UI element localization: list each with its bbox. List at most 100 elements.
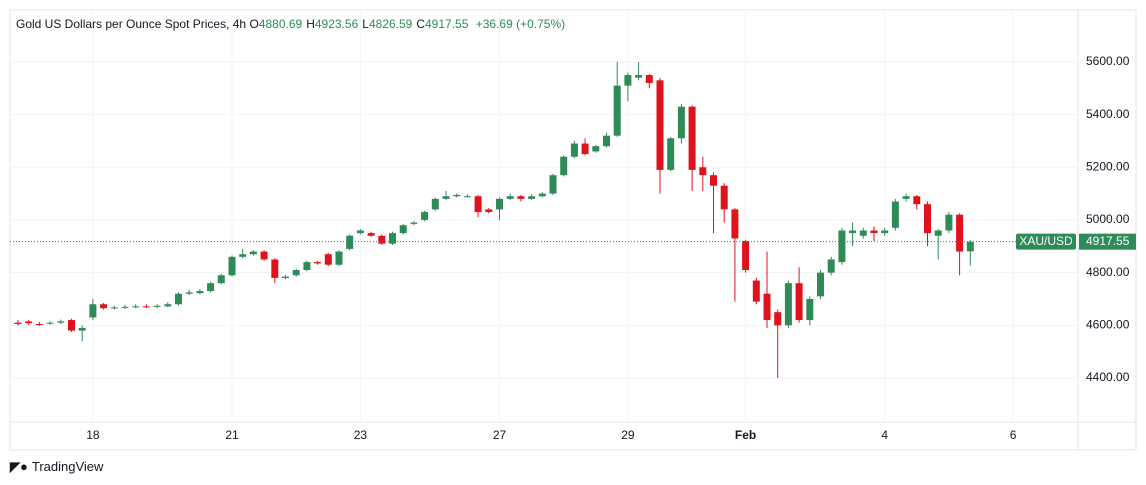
candle-body <box>282 276 289 278</box>
candle-body <box>14 322 22 325</box>
ohlc-key: C <box>416 17 425 31</box>
frame <box>9 9 1137 451</box>
candle-body <box>207 283 215 292</box>
candle-body <box>624 75 632 86</box>
y-tick-label: 5600.00 <box>1086 54 1130 68</box>
candle-body <box>538 193 546 197</box>
candle-body <box>667 138 675 170</box>
candle-body <box>752 280 760 302</box>
candle-body <box>78 327 86 331</box>
candle-body <box>239 254 247 257</box>
candle-body <box>635 75 643 78</box>
candle-body <box>228 256 236 276</box>
candle-body <box>677 106 685 139</box>
candle-body <box>185 292 193 294</box>
candle-body <box>410 222 418 224</box>
candle-body <box>731 209 739 239</box>
candle-body <box>710 175 717 186</box>
candle-body <box>656 80 664 170</box>
symbol-label: XAU/USD <box>1019 234 1073 248</box>
candle-body <box>314 262 322 264</box>
x-tick-label: 29 <box>621 428 635 442</box>
ohlc-value: 4880.69 <box>258 17 303 31</box>
candle-body <box>517 196 525 199</box>
candle-body <box>292 270 300 276</box>
y-tick-label: 5400.00 <box>1086 107 1130 121</box>
candle-body <box>570 143 578 157</box>
ohlc-value: 4923.56 <box>314 17 359 31</box>
candle-body <box>485 209 493 213</box>
candle-body <box>870 230 878 234</box>
candle-body <box>217 275 225 284</box>
candle-body <box>260 251 268 260</box>
brand-logo: ◤● <box>10 459 28 474</box>
candle-body <box>827 259 835 273</box>
candle-body <box>784 283 792 326</box>
candle-body <box>913 196 921 205</box>
candle-body <box>742 241 750 271</box>
candle-body <box>795 283 803 321</box>
candle-body <box>175 293 182 305</box>
candle-body <box>474 196 482 213</box>
candle-body <box>859 230 867 236</box>
candle-body <box>46 322 54 324</box>
x-tick-label: 4 <box>881 428 888 442</box>
candle-body <box>89 304 97 318</box>
ohlc-key: H <box>306 17 315 31</box>
candle-body <box>581 143 589 155</box>
candle-body <box>891 201 899 228</box>
candle-body <box>100 304 108 309</box>
candle-body <box>902 196 910 199</box>
ohlc-value: 4826.59 <box>368 17 413 31</box>
x-tick-label: 6 <box>1010 428 1017 442</box>
candle-body <box>613 85 621 136</box>
candle-body <box>956 214 964 252</box>
candle-body <box>303 262 311 271</box>
candle-body <box>645 75 653 83</box>
candle-body <box>817 272 824 297</box>
candle-body <box>603 135 610 147</box>
candle-body <box>806 298 814 321</box>
candle-body <box>881 230 889 234</box>
candle-body <box>142 306 150 308</box>
candle-body <box>496 198 503 210</box>
candle-body <box>335 251 343 265</box>
title: Gold US Dollars per Ounce Spot Prices, 4… <box>16 17 247 31</box>
candle-body <box>849 230 857 234</box>
candle-body <box>431 198 439 210</box>
price-label: 4917.55 <box>1086 234 1130 248</box>
change: +36.69 (+0.75%) <box>475 17 566 31</box>
candle-body <box>699 167 707 176</box>
candle-body <box>421 212 429 220</box>
candle-body <box>528 196 536 199</box>
ohlc-key: O <box>249 17 259 31</box>
candle-body <box>453 194 461 197</box>
candle-body <box>378 235 386 244</box>
candle-body <box>924 204 931 234</box>
candle-body <box>763 293 771 321</box>
candle-body <box>560 156 568 176</box>
candle-body <box>57 321 65 323</box>
candle-body <box>68 320 75 331</box>
legend-header: Gold US Dollars per Ounce Spot Prices, 4… <box>16 17 569 31</box>
candle-body <box>164 304 172 307</box>
price-tag <box>1079 233 1136 250</box>
ohlc-value: 4917.55 <box>425 17 469 31</box>
y-tick-label: 5000.00 <box>1086 212 1130 226</box>
candle-body <box>463 196 471 198</box>
x-tick-label: 27 <box>493 428 507 442</box>
x-tick-label: Feb <box>735 428 756 442</box>
candle-body <box>774 312 782 326</box>
candle-body <box>35 324 43 326</box>
candle-body <box>132 306 140 308</box>
y-tick-label: 5200.00 <box>1086 159 1130 173</box>
candle-body <box>153 305 161 307</box>
x-tick-label: 21 <box>225 428 239 442</box>
candle-body <box>592 146 600 152</box>
y-tick-label: 4800.00 <box>1086 265 1130 279</box>
candle-body <box>720 185 728 210</box>
candle-body <box>934 230 942 236</box>
candle-body <box>399 225 407 234</box>
